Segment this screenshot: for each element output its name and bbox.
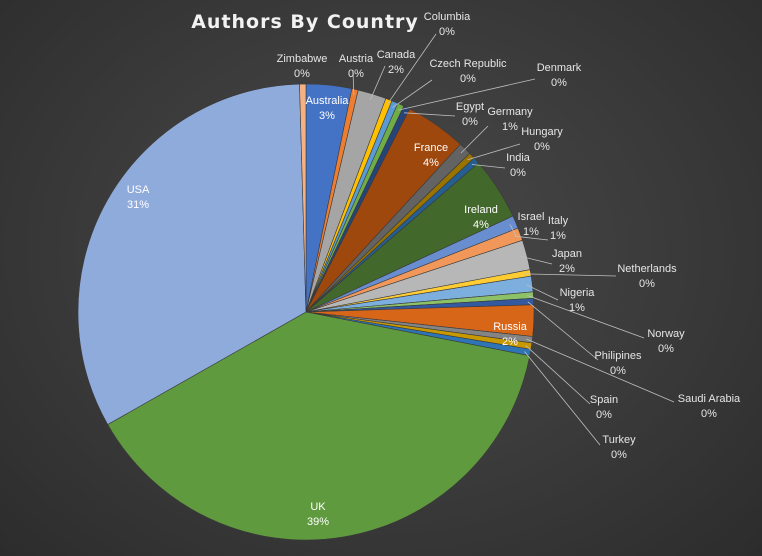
data-label-name-columbia: Columbia bbox=[424, 11, 471, 23]
data-label-name-czech-republic: Czech Republic bbox=[429, 58, 507, 70]
data-label-name-hungary: Hungary bbox=[521, 126, 563, 138]
data-label-pct-egypt: 0% bbox=[462, 116, 478, 128]
chart-title: Authors By Country bbox=[191, 11, 419, 33]
data-label-name-israel: Israel bbox=[518, 211, 545, 223]
data-label-name-zimbabwe: Zimbabwe bbox=[277, 53, 328, 65]
data-label-pct-spain: 0% bbox=[596, 409, 612, 421]
leader-line-germany bbox=[460, 125, 489, 154]
data-label-pct-austria: 0% bbox=[348, 68, 364, 80]
data-label-pct-russia: 2% bbox=[502, 336, 518, 348]
data-label-name-philipines: Philipines bbox=[594, 350, 642, 362]
leader-line-india bbox=[471, 164, 506, 169]
leader-lines bbox=[352, 33, 675, 446]
pie-slice-uk bbox=[107, 311, 531, 541]
leader-line-columbia bbox=[386, 33, 437, 106]
data-label-pct-norway: 0% bbox=[658, 343, 674, 355]
pie-slices bbox=[77, 83, 535, 541]
leader-line-czech-republic bbox=[392, 79, 433, 108]
data-label-pct-columbia: 0% bbox=[439, 26, 455, 38]
data-label-name-india: India bbox=[506, 152, 531, 164]
leader-line-philipines bbox=[527, 301, 599, 361]
data-label-name-canada: Canada bbox=[377, 49, 416, 61]
leader-line-japan bbox=[520, 256, 553, 265]
leader-line-saudi-arabia bbox=[526, 338, 675, 403]
data-label-pct-italy: 1% bbox=[550, 230, 566, 242]
data-label-pct-ireland: 4% bbox=[473, 219, 489, 231]
data-label-pct-zimbabwe: 0% bbox=[294, 68, 310, 80]
data-label-pct-turkey: 0% bbox=[611, 449, 627, 461]
data-label-pct-france: 4% bbox=[423, 157, 439, 169]
data-label-name-italy: Italy bbox=[548, 215, 569, 227]
data-label-name-turkey: Turkey bbox=[602, 434, 636, 446]
leader-line-italy bbox=[514, 235, 549, 241]
leader-line-israel bbox=[509, 224, 517, 237]
leader-line-turkey bbox=[524, 351, 601, 446]
leader-line-nigeria bbox=[526, 284, 559, 301]
data-label-pct-germany: 1% bbox=[502, 121, 518, 133]
data-label-pct-japan: 2% bbox=[559, 263, 575, 275]
pie-slice-zimbabwe bbox=[299, 83, 307, 313]
data-labels: Australia 3% Austria 0% Canada 2% Columbia 0% Cz… bbox=[127, 11, 741, 528]
data-label-name-netherlands: Netherlands bbox=[617, 263, 677, 275]
leader-line-denmark bbox=[398, 78, 536, 111]
data-label-name-usa: USA bbox=[127, 184, 150, 196]
data-label-name-austria: Austria bbox=[339, 53, 374, 65]
data-label-pct-nigeria: 1% bbox=[569, 302, 585, 314]
data-label-name-nigeria: Nigeria bbox=[560, 287, 596, 299]
data-label-pct-czech-republic: 0% bbox=[460, 73, 476, 85]
data-label-name-germany: Germany bbox=[487, 106, 533, 118]
leader-line-spain bbox=[525, 345, 591, 405]
data-label-name-denmark: Denmark bbox=[537, 62, 582, 74]
leader-line-canada bbox=[370, 65, 386, 100]
data-label-name-uk: UK bbox=[310, 501, 326, 513]
data-label-name-australia: Australia bbox=[306, 95, 350, 107]
data-label-pct-uk: 39% bbox=[307, 516, 329, 528]
data-label-name-egypt: Egypt bbox=[456, 101, 484, 113]
data-label-pct-netherlands: 0% bbox=[639, 278, 655, 290]
leader-line-netherlands bbox=[524, 273, 617, 277]
data-label-pct-denmark: 0% bbox=[551, 77, 567, 89]
data-label-name-saudi-arabia: Saudi Arabia bbox=[678, 393, 741, 405]
data-label-pct-israel: 1% bbox=[523, 226, 539, 238]
data-label-pct-india: 0% bbox=[510, 167, 526, 179]
data-label-pct-australia: 3% bbox=[319, 110, 335, 122]
data-label-pct-philipines: 0% bbox=[610, 365, 626, 377]
data-label-name-russia: Russia bbox=[493, 321, 528, 333]
leader-line-austria bbox=[352, 69, 355, 96]
data-label-pct-hungary: 0% bbox=[534, 141, 550, 153]
leader-line-norway bbox=[527, 295, 645, 339]
pie-slice-usa bbox=[77, 83, 307, 425]
leader-line-egypt bbox=[404, 112, 456, 117]
data-label-name-japan: Japan bbox=[552, 248, 582, 260]
data-label-pct-canada: 2% bbox=[388, 64, 404, 76]
data-label-name-france: France bbox=[414, 142, 448, 154]
leader-line-hungary bbox=[467, 143, 521, 161]
data-label-pct-saudi-arabia: 0% bbox=[701, 408, 717, 420]
data-label-name-spain: Spain bbox=[590, 394, 618, 406]
data-label-pct-usa: 31% bbox=[127, 199, 149, 211]
data-label-name-norway: Norway bbox=[647, 328, 685, 340]
data-label-name-ireland: Ireland bbox=[464, 204, 498, 216]
